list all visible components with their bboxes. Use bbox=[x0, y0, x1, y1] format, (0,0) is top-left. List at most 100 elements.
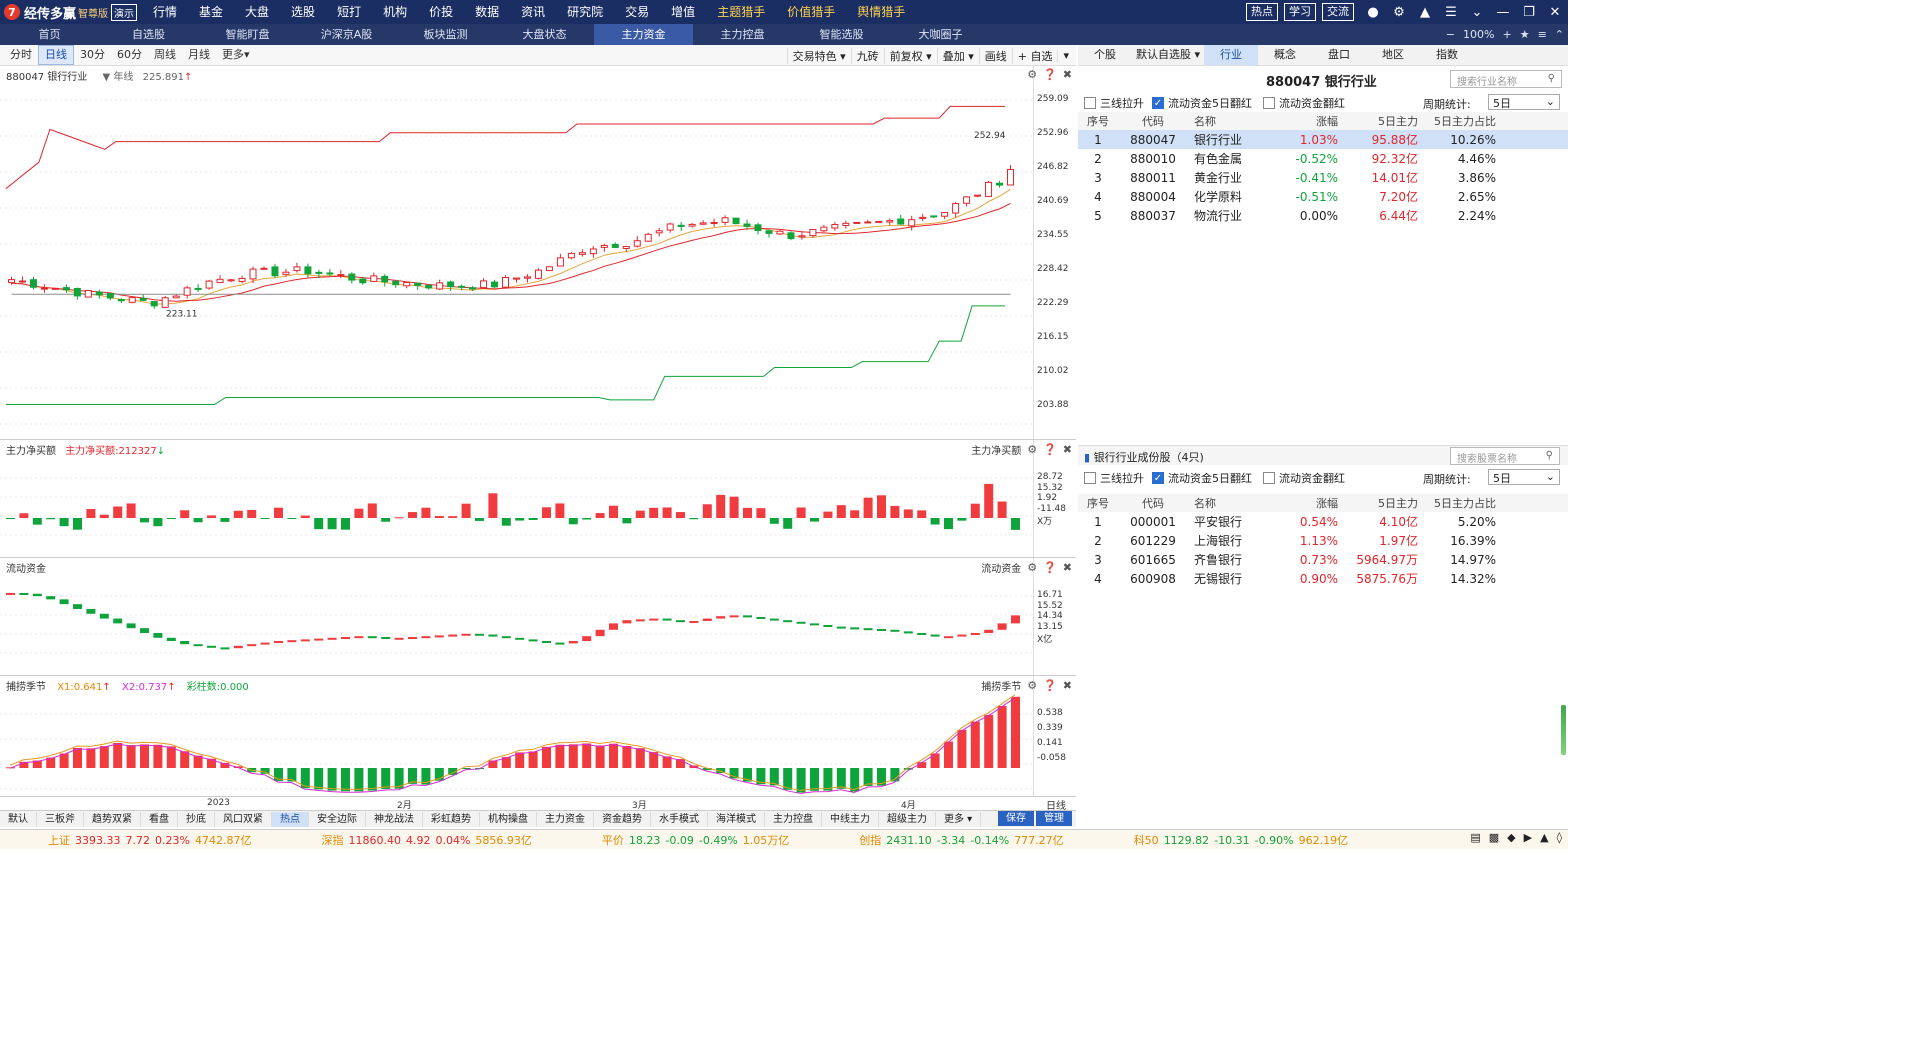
indicator-tab[interactable]: 热点 bbox=[272, 811, 309, 827]
top-menu-item[interactable]: 数据 bbox=[475, 5, 500, 19]
right-tab[interactable]: 盘口 bbox=[1328, 48, 1350, 61]
indicator-tab[interactable]: 资金趋势 bbox=[594, 811, 651, 827]
top-menu-item[interactable]: 行情 bbox=[153, 5, 178, 19]
indicator-tab[interactable]: 海洋模式 bbox=[708, 811, 765, 827]
filter-liquid-5d[interactable]: ✓ 流动资金5日翻红 bbox=[1152, 470, 1252, 486]
top-menu-item[interactable]: 研究院 bbox=[567, 5, 604, 19]
chart-tool-button[interactable]: 叠加 ▾ bbox=[936, 47, 979, 64]
indicator-dropdown[interactable]: ▼ 年线 bbox=[102, 72, 134, 83]
chart-tool-button[interactable]: 画线 bbox=[978, 47, 1012, 64]
period-tab[interactable]: 分时 bbox=[10, 48, 32, 61]
table-row[interactable]: 5 880037 物流行业 0.00% 6.44亿 2.24% bbox=[1078, 206, 1568, 225]
indicator-tab[interactable]: 神龙战法 bbox=[366, 811, 423, 827]
filter-liquid-5d[interactable]: ✓ 流动资金5日翻红 bbox=[1152, 95, 1252, 111]
indicator-tab[interactable]: 更多 ▾ bbox=[936, 811, 982, 827]
play-icon[interactable]: ▶ bbox=[1523, 831, 1533, 844]
shirt-icon[interactable]: ▲ bbox=[1420, 4, 1430, 20]
table-row[interactable]: 4 600908 无锡银行 0.90% 5875.76万 14.32% bbox=[1078, 569, 1568, 588]
close-icon[interactable]: ✖ bbox=[1062, 561, 1072, 574]
indicator-tab[interactable]: 趋势双紧 bbox=[84, 811, 141, 827]
top-menu-item[interactable]: 价投 bbox=[429, 5, 454, 19]
gear-icon[interactable]: ⚙ bbox=[1027, 561, 1038, 574]
index-quote[interactable]: 创指 2431.10 -3.34 -0.14% 777.27亿 bbox=[859, 832, 1063, 848]
indicator-tab[interactable]: 看盘 bbox=[141, 811, 178, 827]
right-tab[interactable]: 默认自选股 ▾ bbox=[1135, 48, 1201, 61]
column-header[interactable]: 代码 bbox=[1142, 115, 1164, 128]
help-icon[interactable]: ❓ bbox=[1043, 443, 1057, 456]
indicator-tab[interactable]: 主力控盘 bbox=[765, 811, 822, 827]
zoom-in-icon[interactable]: + bbox=[1502, 28, 1512, 41]
help-icon[interactable]: ❓ bbox=[1043, 68, 1057, 81]
user-icon[interactable]: ● bbox=[1367, 4, 1379, 20]
chart-tool-button[interactable]: + 自选 bbox=[1011, 47, 1058, 64]
column-header[interactable]: 涨幅 bbox=[1316, 115, 1338, 128]
period-tab[interactable]: 60分 bbox=[117, 48, 142, 61]
indicator-tab[interactable]: 彩虹趋势 bbox=[423, 811, 480, 827]
indicator-tab[interactable]: 风口双紧 bbox=[215, 811, 272, 827]
period-select[interactable]: 5日 ⌄ bbox=[1488, 469, 1560, 485]
star-icon[interactable]: ★ bbox=[1519, 28, 1530, 41]
hot-button[interactable]: 热点 bbox=[1246, 3, 1278, 21]
top-menu-item[interactable]: 舆情猎手 bbox=[857, 5, 906, 19]
right-tab[interactable]: 行业 bbox=[1204, 45, 1258, 65]
column-header[interactable]: 5日主力 bbox=[1378, 115, 1418, 128]
filter-liquid[interactable]: 流动资金翻红 bbox=[1263, 95, 1345, 111]
top-menu-item[interactable]: 价值猎手 bbox=[787, 5, 836, 19]
period-select[interactable]: 5日 ⌄ bbox=[1488, 94, 1560, 110]
zoom-out-icon[interactable]: − bbox=[1445, 28, 1456, 41]
save-button[interactable]: 保存 bbox=[998, 811, 1034, 826]
index-quote[interactable]: 深指 11860.40 4.92 0.04% 5856.93亿 bbox=[321, 832, 531, 848]
table-row[interactable]: 3 601665 齐鲁银行 0.73% 5964.97万 14.97% bbox=[1078, 550, 1568, 569]
top-menu-item[interactable]: 增值 bbox=[671, 5, 696, 19]
top-menu-item[interactable]: 基金 bbox=[199, 5, 224, 19]
restore-icon[interactable]: ❐ bbox=[1523, 4, 1535, 20]
close-icon[interactable]: ✕ bbox=[1549, 4, 1561, 20]
indicator-tab[interactable]: 机构操盘 bbox=[480, 811, 537, 827]
index-quote[interactable]: 上证 3393.33 7.72 0.23% 4742.87亿 bbox=[48, 832, 251, 848]
period-tab[interactable]: 周线 bbox=[154, 48, 176, 61]
right-tab[interactable]: 地区 bbox=[1382, 48, 1404, 61]
calendar-icon[interactable]: ▤ bbox=[1470, 831, 1481, 844]
column-header[interactable]: 代码 bbox=[1142, 497, 1164, 510]
kline-chart[interactable]: 252.94 223.11 bbox=[0, 66, 1034, 440]
fishing-season-chart[interactable] bbox=[0, 676, 1034, 797]
indicator-tab[interactable]: 水手模式 bbox=[651, 811, 708, 827]
chart-icon[interactable]: ▲ bbox=[1540, 831, 1549, 844]
indicator-tab[interactable]: 主力资金 bbox=[537, 811, 594, 827]
menu-icon[interactable]: ☰ bbox=[1445, 4, 1457, 20]
filter-three-line[interactable]: 三线拉升 bbox=[1084, 470, 1144, 486]
nav-tab[interactable]: 主力控盘 bbox=[720, 28, 765, 41]
table-row[interactable]: 2 601229 上海银行 1.13% 1.97亿 16.39% bbox=[1078, 531, 1568, 550]
indicator-tab[interactable]: 默认 bbox=[0, 811, 37, 827]
nav-tab[interactable]: 主力资金 bbox=[594, 24, 693, 45]
period-tab[interactable]: 日线 bbox=[38, 45, 74, 65]
display-icon[interactable]: ▩ bbox=[1488, 831, 1500, 844]
table-row[interactable]: 2 880010 有色金属 -0.52% 92.32亿 4.46% bbox=[1078, 149, 1568, 168]
index-quote[interactable]: 科50 1129.82 -10.31 -0.90% 962.19亿 bbox=[1134, 832, 1348, 848]
stock-search-input[interactable]: 搜索股票名称 ⚲ bbox=[1450, 447, 1560, 465]
nav-tab[interactable]: 自选股 bbox=[132, 28, 165, 41]
column-header[interactable]: 5日主力占比 bbox=[1434, 497, 1496, 510]
table-row[interactable]: 3 880011 黄金行业 -0.41% 14.01亿 3.86% bbox=[1078, 168, 1568, 187]
help-icon[interactable]: ❓ bbox=[1043, 561, 1057, 574]
column-header[interactable]: 涨幅 bbox=[1316, 497, 1338, 510]
help-icon[interactable]: ❓ bbox=[1043, 679, 1057, 692]
net-buy-chart[interactable] bbox=[0, 440, 1034, 558]
close-icon[interactable]: ✖ bbox=[1062, 443, 1072, 456]
chart-tool-button[interactable]: 前复权 ▾ bbox=[883, 47, 937, 64]
table-row[interactable]: 4 880004 化学原料 -0.51% 7.20亿 2.65% bbox=[1078, 187, 1568, 206]
close-icon[interactable]: ✖ bbox=[1062, 68, 1072, 81]
index-quote[interactable]: 平价 18.23 -0.09 -0.49% 1.05万亿 bbox=[602, 832, 789, 848]
sector-search-input[interactable]: 搜索行业名称 ⚲ bbox=[1450, 70, 1562, 88]
chart-tool-button[interactable]: 九砖 bbox=[850, 47, 884, 64]
nav-tab[interactable]: 沪深京A股 bbox=[320, 28, 373, 41]
right-tab[interactable]: 个股 bbox=[1094, 48, 1116, 61]
close-icon[interactable]: ✖ bbox=[1062, 679, 1072, 692]
nav-tab[interactable]: 智能盯盘 bbox=[225, 28, 270, 41]
right-tab[interactable]: 概念 bbox=[1274, 48, 1296, 61]
period-tab[interactable]: 更多▾ bbox=[222, 48, 250, 61]
liquid-funds-chart[interactable] bbox=[0, 558, 1034, 676]
exchange-button[interactable]: 交流 bbox=[1322, 3, 1354, 21]
gear-icon[interactable]: ⚙ bbox=[1393, 4, 1405, 20]
learn-button[interactable]: 学习 bbox=[1284, 3, 1316, 21]
